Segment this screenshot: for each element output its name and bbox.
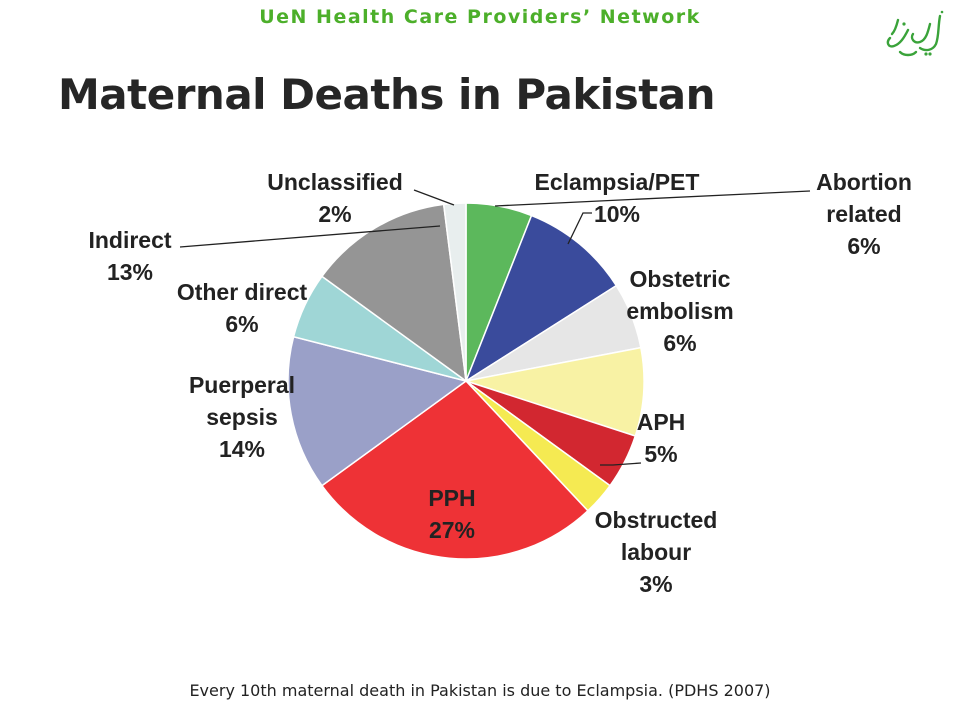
label-obstetric-embolism-line-0: Obstetric [630,266,731,292]
label-other-direct-line-1: 6% [225,311,258,337]
footer-note: Every 10th maternal death in Pakistan is… [189,681,771,700]
label-indirect-line-1: 13% [107,259,153,285]
label-aph-line-1: 5% [644,441,677,467]
label-other-direct-line-0: Other direct [177,279,308,305]
leader-line-abortion-related [494,190,811,207]
pie-slice-indirect-9 [320,203,467,383]
label-puerperal-sepsis-line-0: Puerperal [189,372,295,398]
label-obstetric-embolism-line-2: 6% [663,330,696,356]
label-puerperal-sepsis-line-2: 14% [219,436,265,462]
label-abortion-related-line-1: related [826,201,901,227]
leader-line-unclassified [413,189,455,206]
label-puerperal-sepsis: Puerperal sepsis 14% [189,372,295,462]
leader-line-aph [600,462,642,466]
label-indirect: Indirect 13% [88,227,171,285]
pie-slice-unclassified-10 [442,202,467,382]
pie-slice-aph-3 [465,346,645,437]
leader-line-eclampsia-pet [567,212,592,245]
label-aph-line-0: APH [637,409,686,435]
label-indirect-line-0: Indirect [88,227,171,253]
label-obstetric-embolism-line-1: embolism [626,298,733,324]
label-unclassified: Unclassified 2% [267,169,403,227]
label-pph-line-0: PPH [428,485,475,511]
label-obstructed-labour: Obstructed labour 3% [595,507,718,597]
pie-slice-pph-6 [320,380,589,560]
label-obstetric-embolism: Obstetric embolism 6% [626,266,733,356]
label-eclampsia-pet-line-0: Eclampsia/PET [535,169,700,195]
label-eclampsia-pet: Eclampsia/PET 10% [535,169,700,227]
label-obstructed-labour-line-0: Obstructed [595,507,718,533]
pie-slice-puerperal-sepsis-7 [287,335,468,487]
organization-logo [886,10,944,57]
label-aph: APH 5% [637,409,686,467]
label-puerperal-sepsis-line-1: sepsis [206,404,278,430]
label-other-direct: Other direct 6% [177,279,308,337]
label-eclampsia-pet-line-1: 10% [594,201,640,227]
label-abortion-related-line-2: 6% [847,233,880,259]
label-abortion-related: Abortion related 6% [816,169,912,259]
pie-slice-eclampsia-pet-1 [464,214,618,383]
label-obstructed-labour-line-2: 3% [639,571,672,597]
label-unclassified-line-0: Unclassified [267,169,403,195]
label-pph: PPH 27% [428,485,475,543]
leader-line-indirect [179,225,441,248]
label-unclassified-line-1: 2% [318,201,351,227]
label-obstructed-labour-line-1: labour [621,539,691,565]
org-header: UeN Health Care Providers’ Network [259,6,701,28]
label-pph-line-1: 27% [429,517,475,543]
label-abortion-related-line-0: Abortion [816,169,912,195]
page-title: Maternal Deaths in Pakistan [58,70,716,119]
